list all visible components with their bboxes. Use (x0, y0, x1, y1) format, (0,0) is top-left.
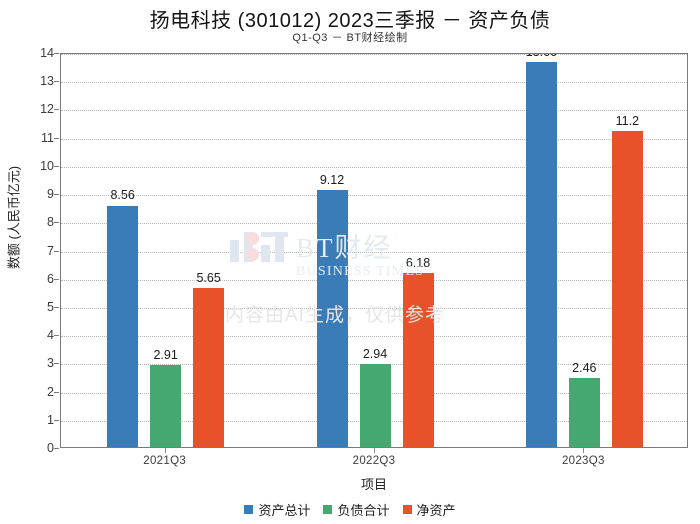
y-tick-mark (54, 335, 59, 337)
y-tick-mark (54, 363, 59, 365)
legend-label: 资产总计 (258, 503, 311, 518)
y-tick-label: 9 (47, 187, 54, 202)
bar-value-label: 11.2 (615, 114, 640, 128)
gridline (61, 138, 687, 140)
plot-area: 8.56 2.91 5.65 9.12 2.94 6.18 13.66 2.46 11.2 (60, 53, 688, 448)
x-axis-title: 项目 (360, 477, 387, 492)
x-tick-mark (583, 448, 585, 453)
legend-swatch-icon (402, 505, 412, 514)
y-tick-label: 6 (47, 271, 54, 286)
bar-value-label: 2.91 (153, 347, 178, 362)
bar[interactable] (316, 189, 348, 447)
y-tick-mark (54, 448, 59, 449)
chart-subtitle: Q1-Q3 － BT财经绘制 (292, 32, 408, 44)
y-tick-mark (54, 81, 59, 83)
gridline (61, 110, 687, 112)
y-tick-label: 11 (41, 130, 54, 145)
bar-value-label: 8.56 (110, 188, 135, 203)
legend-item[interactable]: 负债合计 (323, 500, 390, 519)
y-tick-label: 3 (47, 356, 54, 371)
gridline (61, 336, 687, 338)
bar-value-label: 2.46 (572, 360, 597, 375)
y-tick-label: 7 (47, 243, 54, 258)
gridline (61, 82, 687, 84)
y-tick-mark (54, 278, 59, 280)
bar[interactable] (107, 205, 139, 447)
y-tick-label: 13 (40, 74, 54, 89)
y-tick-mark (54, 306, 59, 308)
bar-value-label: 2.94 (362, 347, 388, 362)
bar[interactable] (525, 61, 557, 447)
y-tick-mark (54, 194, 59, 196)
bar-value-label: 13.66 (526, 54, 557, 59)
legend-swatch-icon (323, 505, 333, 514)
bar-value-label: 6.18 (405, 255, 431, 270)
y-tick-mark (54, 137, 59, 139)
y-tick-label: 2 (47, 384, 54, 399)
chart-legend: 资产总计 负债合计 净资产 (0, 500, 700, 519)
y-axis-ticks: 0 1 2 3 4 5 6 7 8 9 10 11 12 13 14 (0, 46, 59, 455)
gridline (61, 307, 687, 309)
bar[interactable] (193, 287, 225, 447)
gridline (61, 195, 687, 197)
y-tick-mark (54, 109, 59, 111)
bar[interactable] (150, 364, 182, 447)
y-tick-mark (54, 250, 59, 252)
legend-item[interactable]: 净资产 (402, 500, 456, 519)
x-axis-ticks: 2021Q3 2022Q3 2023Q3 (60, 448, 688, 472)
gridline (61, 223, 687, 225)
x-tick-label: 2021Q3 (143, 455, 187, 467)
y-tick-mark (54, 419, 59, 421)
y-tick-mark (54, 391, 59, 393)
y-tick-label: 8 (47, 215, 54, 230)
x-tick-mark (374, 448, 375, 453)
bar[interactable] (568, 377, 600, 447)
y-tick-label: 4 (47, 328, 54, 343)
y-tick-label: 5 (47, 299, 54, 314)
gridline (61, 166, 687, 168)
y-tick-label: 14 (40, 46, 54, 60)
chart-title: 扬电科技 (301012) 2023三季报 － 资产负债 (149, 10, 551, 32)
legend-label: 负债合计 (337, 503, 390, 518)
legend-label: 净资产 (416, 503, 456, 518)
x-tick-label: 2023Q3 (561, 455, 605, 467)
gridline (61, 279, 687, 281)
bar-value-label: 5.65 (196, 270, 221, 285)
bar[interactable] (611, 131, 643, 447)
x-tick-mark (164, 448, 166, 453)
y-tick-mark (54, 222, 59, 224)
legend-item[interactable]: 资产总计 (244, 500, 310, 519)
y-tick-label: 10 (40, 158, 54, 173)
y-tick-label: 0 (47, 441, 54, 455)
bar-value-label: 9.12 (319, 172, 345, 187)
gridline (61, 251, 687, 253)
gridline (61, 54, 687, 55)
bar[interactable] (359, 364, 391, 447)
y-tick-mark (54, 165, 59, 167)
y-tick-mark (54, 53, 59, 54)
legend-swatch-icon (244, 505, 254, 514)
x-tick-label: 2022Q3 (352, 455, 396, 467)
y-tick-label: 12 (40, 102, 54, 117)
y-tick-label: 1 (47, 412, 54, 427)
bar[interactable] (402, 272, 434, 447)
